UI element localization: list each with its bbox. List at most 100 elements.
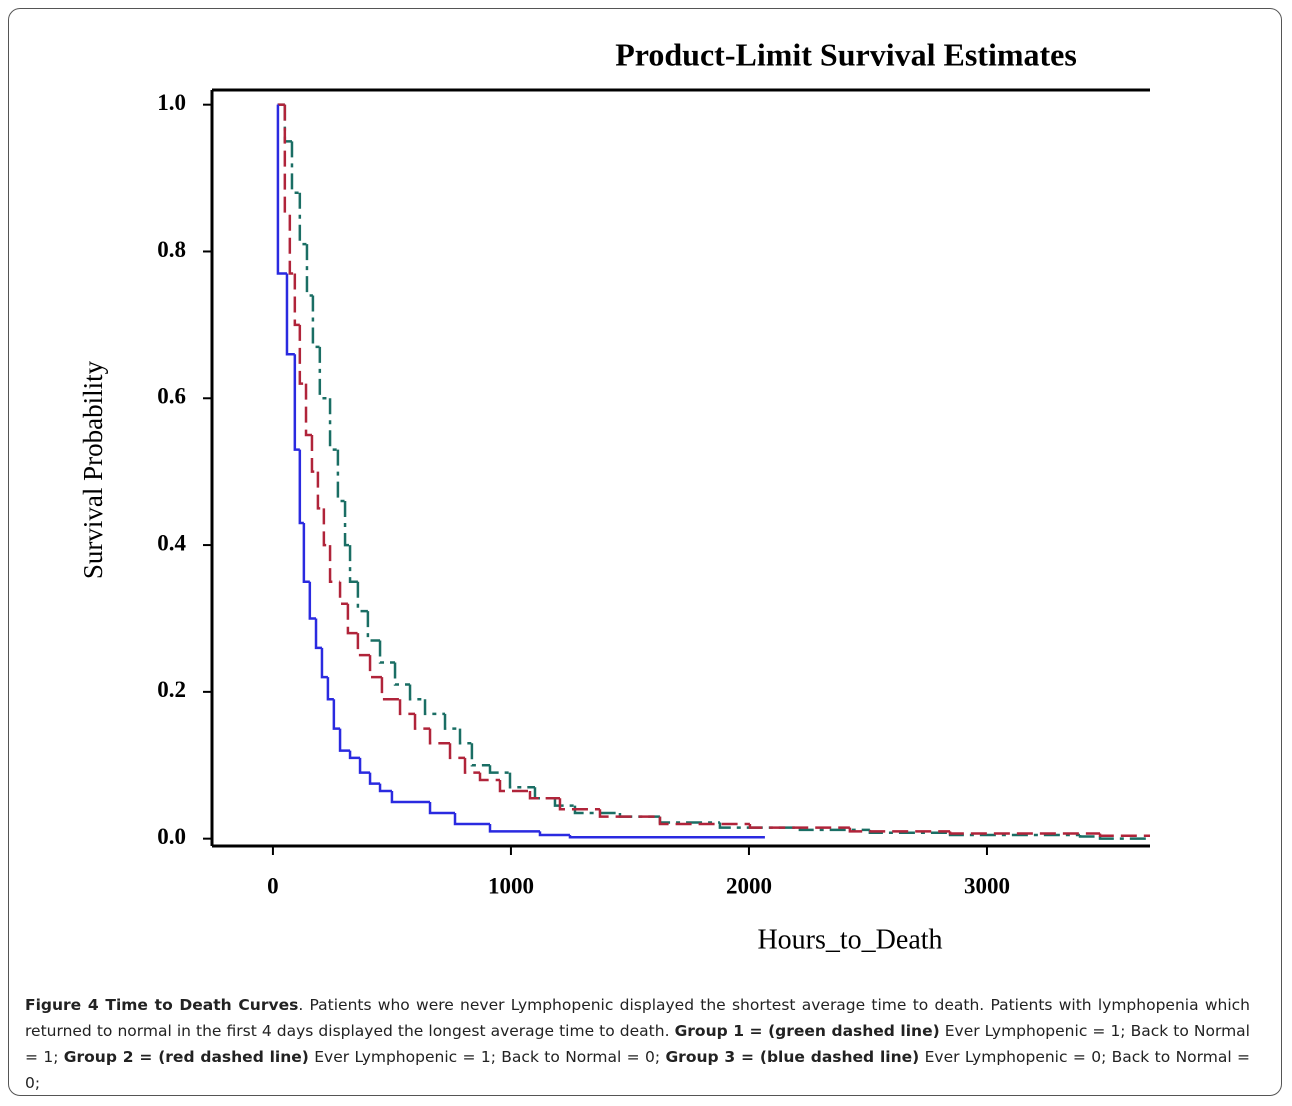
x-tick-label: 0 (267, 873, 279, 898)
survival-step (470, 743, 490, 767)
survival-step (533, 787, 555, 800)
survival-step (553, 798, 575, 807)
survival-step (293, 354, 300, 451)
survival-step (558, 798, 600, 811)
survival-step (463, 757, 480, 774)
survival-step (718, 822, 800, 829)
caption-text: . Patients who were never Lymphopenic di… (25, 996, 1250, 1040)
survival-step (308, 581, 317, 620)
survival-step (948, 831, 1101, 835)
survival-step (356, 633, 371, 657)
survival-step (305, 244, 313, 297)
caption-bold: Group 1 = (green dashed line) (674, 1022, 940, 1040)
x-tick-label: 2000 (726, 873, 772, 898)
survival-step (298, 192, 307, 246)
survival-step (348, 750, 361, 760)
x-axis-label: Hours_to_Death (757, 924, 942, 955)
survival-step (358, 757, 371, 774)
survival-step (408, 684, 426, 701)
survival-step (276, 104, 287, 275)
survival-step (390, 790, 431, 804)
y-axis-label: Survival Probability (78, 360, 108, 579)
caption: Figure 4 Time to Death Curves. Patients … (25, 992, 1250, 1096)
survival-step (343, 501, 351, 547)
figure-frame (8, 8, 1282, 1096)
y-tick-label: 0.6 (157, 384, 186, 409)
plot: 0.0 0.2 0.4 0.6 0.8 1.0 0 1000 2000 3000 (157, 88, 1150, 898)
survival-step (356, 581, 368, 613)
survival-step (378, 783, 392, 793)
survival-step (368, 772, 381, 785)
survival-step (332, 699, 341, 730)
survival-step (311, 295, 320, 349)
survival-step (568, 834, 765, 839)
survival-step (458, 728, 472, 745)
survival-step (538, 831, 570, 837)
survival-step (1078, 834, 1101, 838)
survival-step (798, 827, 870, 832)
survival-step (316, 471, 324, 510)
survival-step (423, 699, 446, 716)
survival-step (338, 728, 351, 752)
survival-step (488, 765, 510, 774)
survival-step (443, 713, 461, 730)
y-tick-label: 0.2 (157, 677, 186, 702)
survival-step (528, 790, 560, 800)
survival-step (948, 832, 1081, 837)
survival-step (320, 647, 328, 679)
chart-title: Product-Limit Survival Estimates (615, 36, 1077, 72)
survival-step (1098, 833, 1150, 837)
survival-step (298, 324, 307, 385)
survival-step (398, 699, 416, 716)
survival-step (346, 603, 358, 635)
survival-step (328, 545, 341, 584)
survival-step (748, 823, 850, 829)
caption-text: Ever Lymphopenic = 0; Back to Normal = 0… (25, 1048, 1250, 1092)
survival-step (314, 618, 322, 650)
survival-step (428, 801, 456, 815)
caption-bold: Group 3 = (blue dashed line) (665, 1048, 920, 1066)
caption-text: Ever Lymphopenic = 1; Back to Normal = 1… (25, 1022, 1250, 1066)
survival-step (290, 141, 300, 195)
survival-step (368, 655, 382, 679)
survival-step (326, 677, 334, 701)
survival-step (478, 772, 500, 782)
survival-step (285, 273, 295, 356)
caption-text: Ever Lymphopenic = 1; Back to Normal = 0… (308, 1048, 666, 1066)
survival-step (453, 812, 490, 826)
survival-step (336, 449, 346, 503)
survival-step (293, 273, 300, 327)
survival-step (338, 581, 348, 606)
survival-step (393, 662, 411, 686)
survival-step (658, 816, 720, 824)
chart: Product-Limit Survival Estimates Surviva… (78, 36, 1150, 955)
survival-step (380, 677, 401, 701)
survival-step (298, 449, 304, 525)
y-tick-label: 1.0 (157, 90, 186, 115)
survival-step (448, 743, 466, 760)
survival-step (1098, 836, 1150, 840)
x-tick-label: 3000 (964, 873, 1010, 898)
survival-step (328, 398, 338, 451)
survival-step (378, 640, 396, 664)
survival-step (318, 346, 331, 400)
survival-step (413, 713, 431, 730)
survival-step (302, 523, 310, 584)
survival-step (508, 772, 535, 789)
y-tick-label: 0.0 (157, 824, 186, 849)
survival-step (488, 823, 540, 833)
survival-step (348, 545, 358, 584)
survival-step (310, 434, 318, 473)
y-tick-label: 0.4 (157, 530, 186, 555)
survival-step (498, 779, 530, 793)
survival-step (598, 809, 660, 818)
survival-step (322, 508, 331, 547)
survival-step (658, 816, 750, 826)
survival-step (288, 214, 295, 275)
caption-bold: Figure 4 Time to Death Curves (25, 996, 299, 1014)
y-tick-label: 0.8 (157, 237, 186, 262)
caption-bold: Group 2 = (red dashed line) (63, 1048, 309, 1066)
x-tick-label: 1000 (488, 873, 534, 898)
survival-step (428, 728, 451, 745)
